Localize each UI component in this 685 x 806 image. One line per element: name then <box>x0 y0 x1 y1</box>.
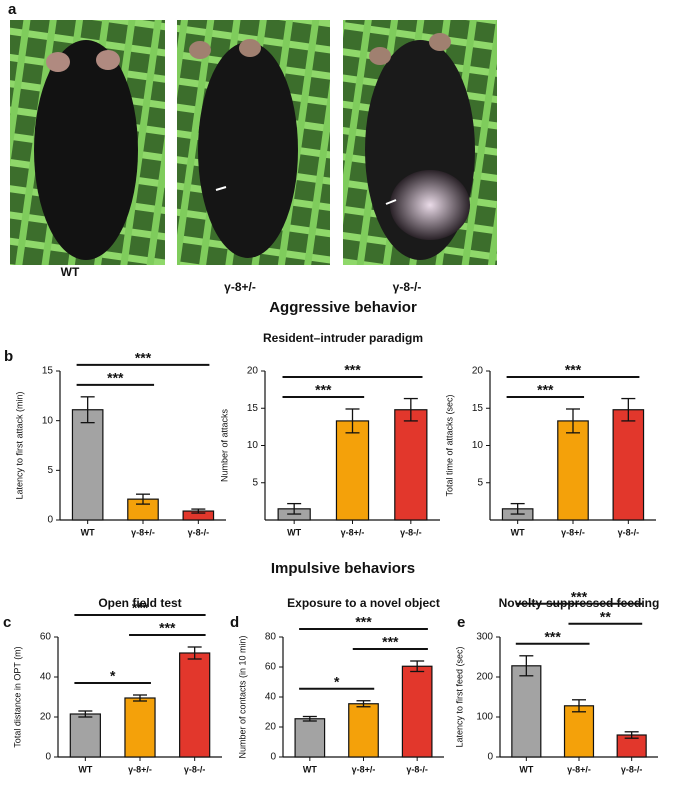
photo-label: WT <box>61 265 80 279</box>
x-tick-label: γ-8-/- <box>188 527 210 537</box>
panel-label: d <box>230 614 239 631</box>
x-tick-label: WT <box>519 764 533 774</box>
y-tick-label: 0 <box>47 515 53 526</box>
bar <box>179 652 211 758</box>
y-axis-label: Number of attacks <box>219 408 229 482</box>
y-axis-label: Latency to first feed (sec) <box>454 646 464 747</box>
significance-label: *** <box>132 600 149 616</box>
y-tick-label: 80 <box>265 632 277 643</box>
x-tick-label: WT <box>303 764 317 774</box>
y-tick-label: 20 <box>265 722 277 733</box>
x-tick-label: WT <box>287 527 301 537</box>
significance-label: * <box>334 673 340 689</box>
x-tick-label: γ-8-/- <box>618 527 640 537</box>
bar <box>563 705 595 758</box>
x-tick-label: γ-8+/- <box>567 764 591 774</box>
photo-wt <box>10 20 165 265</box>
x-tick-label: γ-8-/- <box>184 764 206 774</box>
significance-label: *** <box>159 620 176 636</box>
y-axis-label: Latency to first attack (min) <box>14 391 24 499</box>
heading: Impulsive behaviors <box>271 560 415 577</box>
y-tick-label: 100 <box>476 712 493 723</box>
significance-label: * <box>110 668 116 684</box>
heading: Aggressive behavior <box>269 299 417 316</box>
photo-label: γ-8-/- <box>393 280 422 294</box>
y-tick-label: 20 <box>247 366 259 377</box>
y-tick-label: 60 <box>265 662 277 673</box>
y-axis-label: Number of contacts (in 10 min) <box>237 635 247 758</box>
significance-label: *** <box>135 350 152 366</box>
significance-label: *** <box>355 614 372 630</box>
significance-label: *** <box>565 362 582 378</box>
bar <box>348 703 379 758</box>
y-tick-label: 20 <box>40 712 52 723</box>
significance-label: *** <box>344 362 361 378</box>
x-tick-label: γ-8+/- <box>352 764 376 774</box>
bar <box>335 420 370 521</box>
bar <box>612 409 645 521</box>
bar <box>401 665 433 758</box>
x-tick-label: γ-8-/- <box>400 527 422 537</box>
y-tick-label: 15 <box>472 403 484 414</box>
y-tick-label: 15 <box>247 403 259 414</box>
significance-label: ** <box>600 609 611 625</box>
chart-title: Open field test <box>98 596 181 610</box>
significance-label: *** <box>544 629 561 645</box>
y-tick-label: 60 <box>40 632 52 643</box>
y-tick-label: 5 <box>47 465 53 476</box>
significance-label: *** <box>107 370 124 386</box>
panel-label: c <box>3 614 11 631</box>
y-tick-label: 10 <box>247 440 259 451</box>
y-axis-label: Total distance in OPT (m) <box>12 646 22 747</box>
x-tick-label: γ-8-/- <box>621 764 643 774</box>
x-tick-label: WT <box>511 527 525 537</box>
bar <box>71 409 104 521</box>
y-axis-label: Total time of attacks (sec) <box>444 394 454 496</box>
bar <box>294 718 326 758</box>
x-tick-label: γ-8+/- <box>561 527 585 537</box>
x-tick-label: γ-8+/- <box>128 764 152 774</box>
y-tick-label: 0 <box>270 752 276 763</box>
bar <box>511 665 542 758</box>
photo-label: γ-8+/- <box>224 280 256 294</box>
y-tick-label: 200 <box>476 672 493 683</box>
y-tick-label: 15 <box>42 366 54 377</box>
bar <box>394 409 428 521</box>
y-tick-label: 20 <box>472 366 484 377</box>
panel-label: e <box>457 614 465 631</box>
y-tick-label: 300 <box>476 632 493 643</box>
y-tick-label: 5 <box>252 477 258 488</box>
y-tick-label: 40 <box>265 692 277 703</box>
significance-label: *** <box>537 382 554 398</box>
subheading: Resident–intruder paradigm <box>263 331 423 345</box>
bar <box>124 697 156 758</box>
x-tick-label: γ-8+/- <box>341 527 365 537</box>
significance-label: *** <box>315 382 332 398</box>
y-tick-label: 10 <box>42 415 54 426</box>
y-tick-label: 10 <box>472 440 484 451</box>
photo-het <box>177 20 330 265</box>
photo-ko <box>343 20 497 265</box>
x-tick-label: γ-8+/- <box>131 527 155 537</box>
bar <box>69 713 101 758</box>
x-tick-label: γ-8-/- <box>406 764 428 774</box>
y-tick-label: 0 <box>45 752 51 763</box>
chart-title: Exposure to a novel object <box>287 596 440 610</box>
significance-label: *** <box>382 634 399 650</box>
y-tick-label: 5 <box>477 477 483 488</box>
y-tick-label: 0 <box>487 752 493 763</box>
panel-label: b <box>4 348 13 365</box>
x-tick-label: WT <box>81 527 95 537</box>
bar <box>557 420 589 521</box>
x-tick-label: WT <box>78 764 92 774</box>
panel-label: a <box>8 1 17 18</box>
significance-label: *** <box>571 589 588 605</box>
y-tick-label: 40 <box>40 672 52 683</box>
